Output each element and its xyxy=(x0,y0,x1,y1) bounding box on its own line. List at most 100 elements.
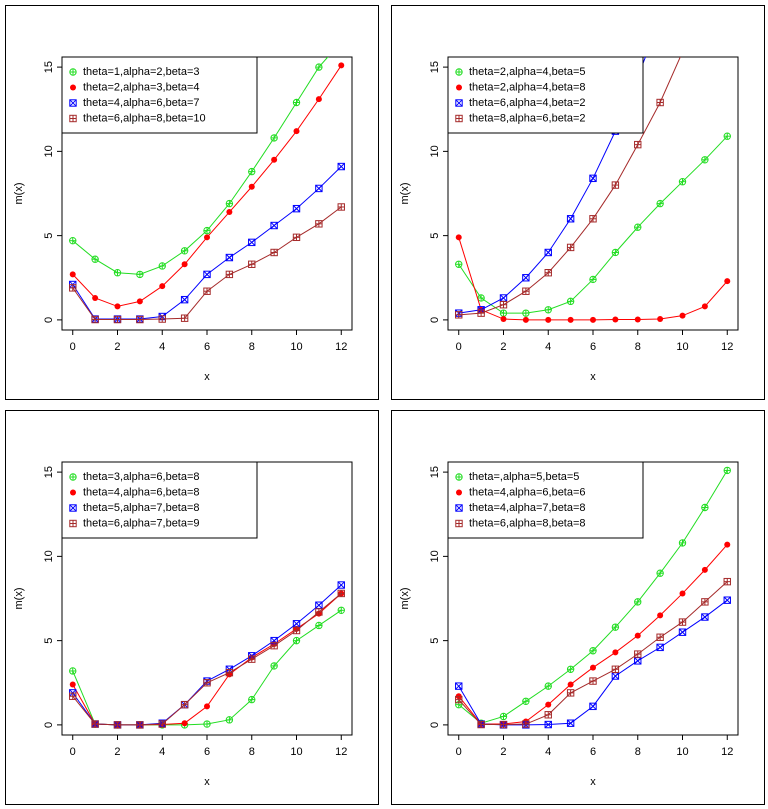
point xyxy=(544,720,552,729)
marker-shape xyxy=(203,270,211,278)
marker-shape xyxy=(226,209,233,216)
marker-shape xyxy=(315,184,323,193)
x-tick-label: 10 xyxy=(290,341,302,353)
point xyxy=(589,215,597,223)
marker-shape xyxy=(92,294,99,301)
legend: theta=3,alpha=6,beta=8 theta=4,alpha=6,be… xyxy=(61,461,258,539)
point xyxy=(338,62,345,69)
point xyxy=(566,243,575,252)
y-tick-label: 0 xyxy=(429,317,441,323)
point xyxy=(566,689,575,697)
point xyxy=(455,504,463,512)
point xyxy=(181,261,188,268)
marker-shape xyxy=(180,295,189,304)
y-tick-label: 10 xyxy=(43,145,55,157)
y-tick-label: 15 xyxy=(43,61,55,73)
marker-shape xyxy=(612,649,619,656)
point xyxy=(522,697,530,705)
point xyxy=(69,114,77,123)
x-tick-label: 10 xyxy=(676,341,688,353)
marker-shape xyxy=(589,174,597,182)
marker-shape xyxy=(522,274,530,282)
x-tick-label: 4 xyxy=(545,746,551,758)
point xyxy=(225,253,234,262)
point xyxy=(477,309,485,317)
point xyxy=(315,96,322,103)
marker-shape xyxy=(567,719,575,727)
marker-shape xyxy=(70,489,76,496)
legend-label: theta=4,alpha=6,beta=7 xyxy=(83,97,200,109)
x-tick-label: 4 xyxy=(159,746,165,758)
point xyxy=(522,274,530,282)
x-tick-label: 4 xyxy=(545,341,551,353)
point xyxy=(92,294,99,301)
x-tick-label: 10 xyxy=(676,746,688,758)
point xyxy=(455,695,463,704)
point xyxy=(678,539,687,547)
point xyxy=(337,203,345,211)
marker-shape xyxy=(455,682,463,690)
marker-shape xyxy=(69,99,77,107)
marker-shape xyxy=(702,0,708,3)
marker-shape xyxy=(292,620,301,628)
y-axis-label: m(x) xyxy=(399,183,411,205)
legend-box xyxy=(61,56,258,134)
marker-shape xyxy=(544,720,552,729)
point xyxy=(292,626,301,635)
legend-box xyxy=(447,56,644,134)
x-tick-label: 2 xyxy=(114,746,120,758)
legend-label: theta=2,alpha=4,beta=5 xyxy=(469,66,586,78)
point xyxy=(70,489,76,496)
point xyxy=(225,270,234,279)
point xyxy=(724,541,731,548)
point xyxy=(203,720,211,728)
marker-shape xyxy=(181,296,189,304)
point xyxy=(522,309,530,317)
point xyxy=(270,662,278,670)
marker-shape xyxy=(701,303,708,310)
point xyxy=(225,199,234,208)
point xyxy=(656,569,664,577)
x-tick-label: 0 xyxy=(70,341,76,353)
panel: 0 2 4 6 8 10 12 0 5 10 15 x m(x) theta=2,alpha=4,beta… xyxy=(391,0,765,400)
y-tick-label: 10 xyxy=(429,550,441,562)
marker-shape xyxy=(292,205,301,213)
marker-shape xyxy=(70,84,76,91)
point xyxy=(456,84,462,91)
y-tick-label: 15 xyxy=(43,466,55,478)
point xyxy=(455,68,463,76)
x-tick-label: 2 xyxy=(500,746,506,758)
point xyxy=(589,174,597,183)
marker-shape xyxy=(159,283,166,290)
point xyxy=(337,162,345,171)
marker-shape xyxy=(293,128,300,135)
point xyxy=(315,184,323,193)
x-tick-label: 6 xyxy=(204,746,210,758)
point xyxy=(544,682,552,690)
marker-shape xyxy=(589,702,597,711)
marker-shape xyxy=(545,701,552,708)
marker-shape xyxy=(225,253,234,262)
point xyxy=(477,294,485,302)
legend-label: theta=5,alpha=7,beta=8 xyxy=(83,502,200,514)
y-tick-label: 10 xyxy=(43,550,55,562)
point xyxy=(455,473,463,481)
point xyxy=(567,681,574,688)
point xyxy=(337,581,345,589)
marker-shape xyxy=(337,581,345,589)
marker-shape xyxy=(545,316,552,323)
point xyxy=(656,633,664,641)
point xyxy=(136,721,144,729)
panel: 0 2 4 6 8 10 12 0 5 10 15 x m(x) theta=1,alpha=2,beta… xyxy=(5,5,379,400)
x-axis-label: x xyxy=(590,776,596,788)
point xyxy=(203,270,211,279)
point xyxy=(611,623,620,631)
point xyxy=(634,223,642,231)
y-tick-label: 5 xyxy=(43,638,55,644)
point xyxy=(69,99,77,107)
point xyxy=(499,309,508,317)
legend-label: theta=6,alpha=4,beta=2 xyxy=(469,97,586,109)
marker-shape xyxy=(455,234,462,241)
point xyxy=(589,275,597,284)
marker-shape xyxy=(701,613,709,621)
